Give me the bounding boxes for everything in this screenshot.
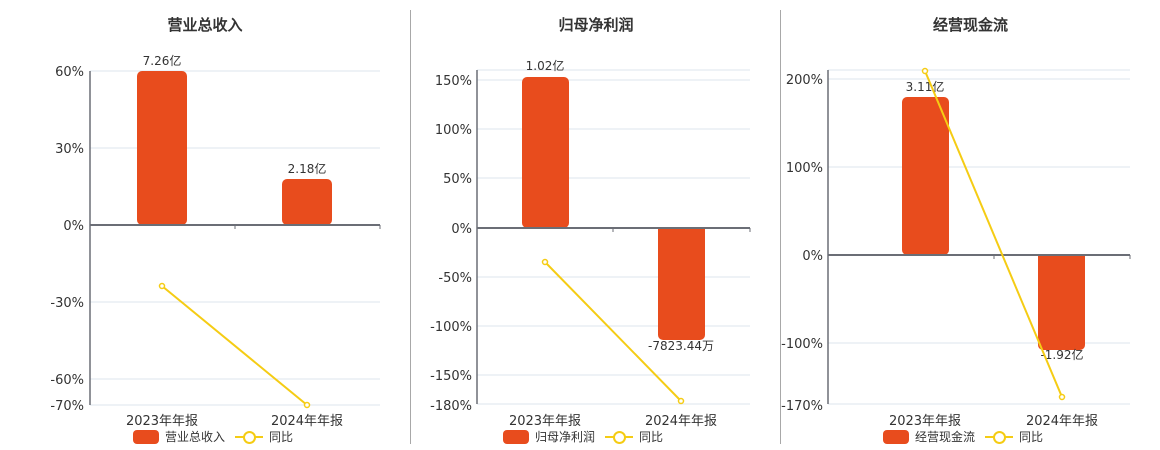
chart-panel-revenue: 营业总收入 60% 30% 0% -30% -60% -70% 7.26亿 2.… — [0, 0, 410, 450]
line-legend-swatch[interactable] — [605, 430, 634, 444]
legend-bar-label[interactable]: 归母净利润 — [535, 430, 596, 444]
legend-line-label[interactable]: 同比 — [269, 430, 294, 444]
chart-title: 归母净利润 — [558, 16, 634, 34]
legend: 营业总收入 同比 — [133, 428, 293, 445]
y-tick: -180% — [430, 399, 472, 414]
yoy-line[interactable] — [161, 285, 308, 406]
bar-2024[interactable] — [658, 228, 705, 340]
bar-label: 2.18亿 — [288, 161, 327, 176]
yoy-point[interactable] — [921, 67, 929, 75]
y-tick: -70% — [50, 399, 84, 414]
bar-2024[interactable] — [282, 179, 332, 225]
yoy-point[interactable] — [677, 397, 685, 405]
line-legend-swatch[interactable] — [235, 430, 264, 444]
y-tick: 150% — [435, 74, 472, 89]
y-axis-labels: 60% 30% 0% -30% -60% -70% — [50, 65, 84, 414]
legend-bar-label[interactable]: 经营现金流 — [915, 430, 976, 444]
y-tick: -100% — [781, 337, 823, 352]
yoy-line[interactable] — [924, 70, 1063, 398]
x-tick: 2024年年报 — [271, 414, 343, 429]
y-tick: -100% — [430, 320, 472, 335]
cash-flow-chart-plot: 200% 100% 0% -100% -170% 3.11亿 -1.92亿 20… — [781, 67, 1131, 429]
x-tick: 2023年年报 — [126, 414, 198, 429]
legend-line-label[interactable]: 同比 — [639, 430, 664, 444]
yoy-point[interactable] — [1058, 393, 1066, 401]
bar-label: 7.26亿 — [143, 53, 182, 68]
net-profit-chart-plot: 150% 100% 50% 0% -50% -100% -150% -180% … — [430, 58, 751, 429]
bar-label: -7823.44万 — [648, 339, 714, 353]
x-tick: 2024年年报 — [1026, 414, 1098, 429]
y-tick: 30% — [55, 142, 84, 157]
bar-2023[interactable] — [137, 71, 187, 225]
bar-2024[interactable] — [1038, 255, 1085, 350]
yoy-line[interactable] — [544, 261, 682, 402]
y-tick: -30% — [50, 296, 84, 311]
y-tick: -50% — [438, 271, 472, 286]
bar-label: 1.02亿 — [526, 58, 565, 73]
grid-lines — [477, 69, 750, 405]
grid-lines — [90, 70, 380, 406]
grid-lines — [828, 69, 1130, 405]
legend: 经营现金流 同比 — [883, 428, 1043, 445]
chart-panel-operating-cash-flow: 经营现金流 200% 100% 0% -100% -170% 3.11亿 -1.… — [781, 0, 1160, 450]
bar-label: 3.11亿 — [906, 79, 945, 94]
x-tick: 2023年年报 — [509, 414, 581, 429]
y-tick: 0% — [63, 219, 84, 234]
legend-bar-label[interactable]: 营业总收入 — [165, 430, 226, 444]
y-tick: 0% — [451, 222, 472, 237]
divider — [780, 10, 781, 444]
y-tick: 100% — [786, 161, 823, 176]
yoy-point[interactable] — [541, 258, 549, 266]
bar-2023[interactable] — [522, 77, 569, 228]
y-tick: -150% — [430, 369, 472, 384]
bar-2023[interactable] — [902, 97, 949, 255]
y-tick: 200% — [786, 73, 823, 88]
bar-legend-swatch[interactable] — [883, 429, 909, 444]
bar-legend-swatch[interactable] — [133, 429, 159, 444]
bar-label: -1.92亿 — [1040, 347, 1083, 362]
x-tick: 2023年年报 — [889, 414, 961, 429]
chart-title: 经营现金流 — [932, 16, 1008, 34]
chart-title: 营业总收入 — [167, 16, 243, 34]
y-tick: 50% — [443, 172, 472, 187]
yoy-point[interactable] — [303, 401, 311, 409]
bar-legend-swatch[interactable] — [503, 429, 529, 444]
revenue-chart-plot: 60% 30% 0% -30% -60% -70% 7.26亿 2.18亿 20… — [50, 53, 381, 429]
legend-line-label[interactable]: 同比 — [1019, 430, 1044, 444]
x-tick: 2024年年报 — [645, 414, 717, 429]
yoy-point[interactable] — [158, 282, 166, 290]
y-tick: 100% — [435, 123, 472, 138]
y-tick: 0% — [802, 249, 823, 264]
y-tick: 60% — [55, 65, 84, 80]
divider — [410, 10, 411, 444]
line-legend-swatch[interactable] — [985, 430, 1014, 444]
y-tick: -60% — [50, 373, 84, 388]
y-tick: -170% — [781, 399, 823, 414]
legend: 归母净利润 同比 — [503, 428, 663, 445]
chart-panel-net-profit: 归母净利润 150% 100% 50% 0% -50% -100% -150% … — [411, 0, 781, 450]
